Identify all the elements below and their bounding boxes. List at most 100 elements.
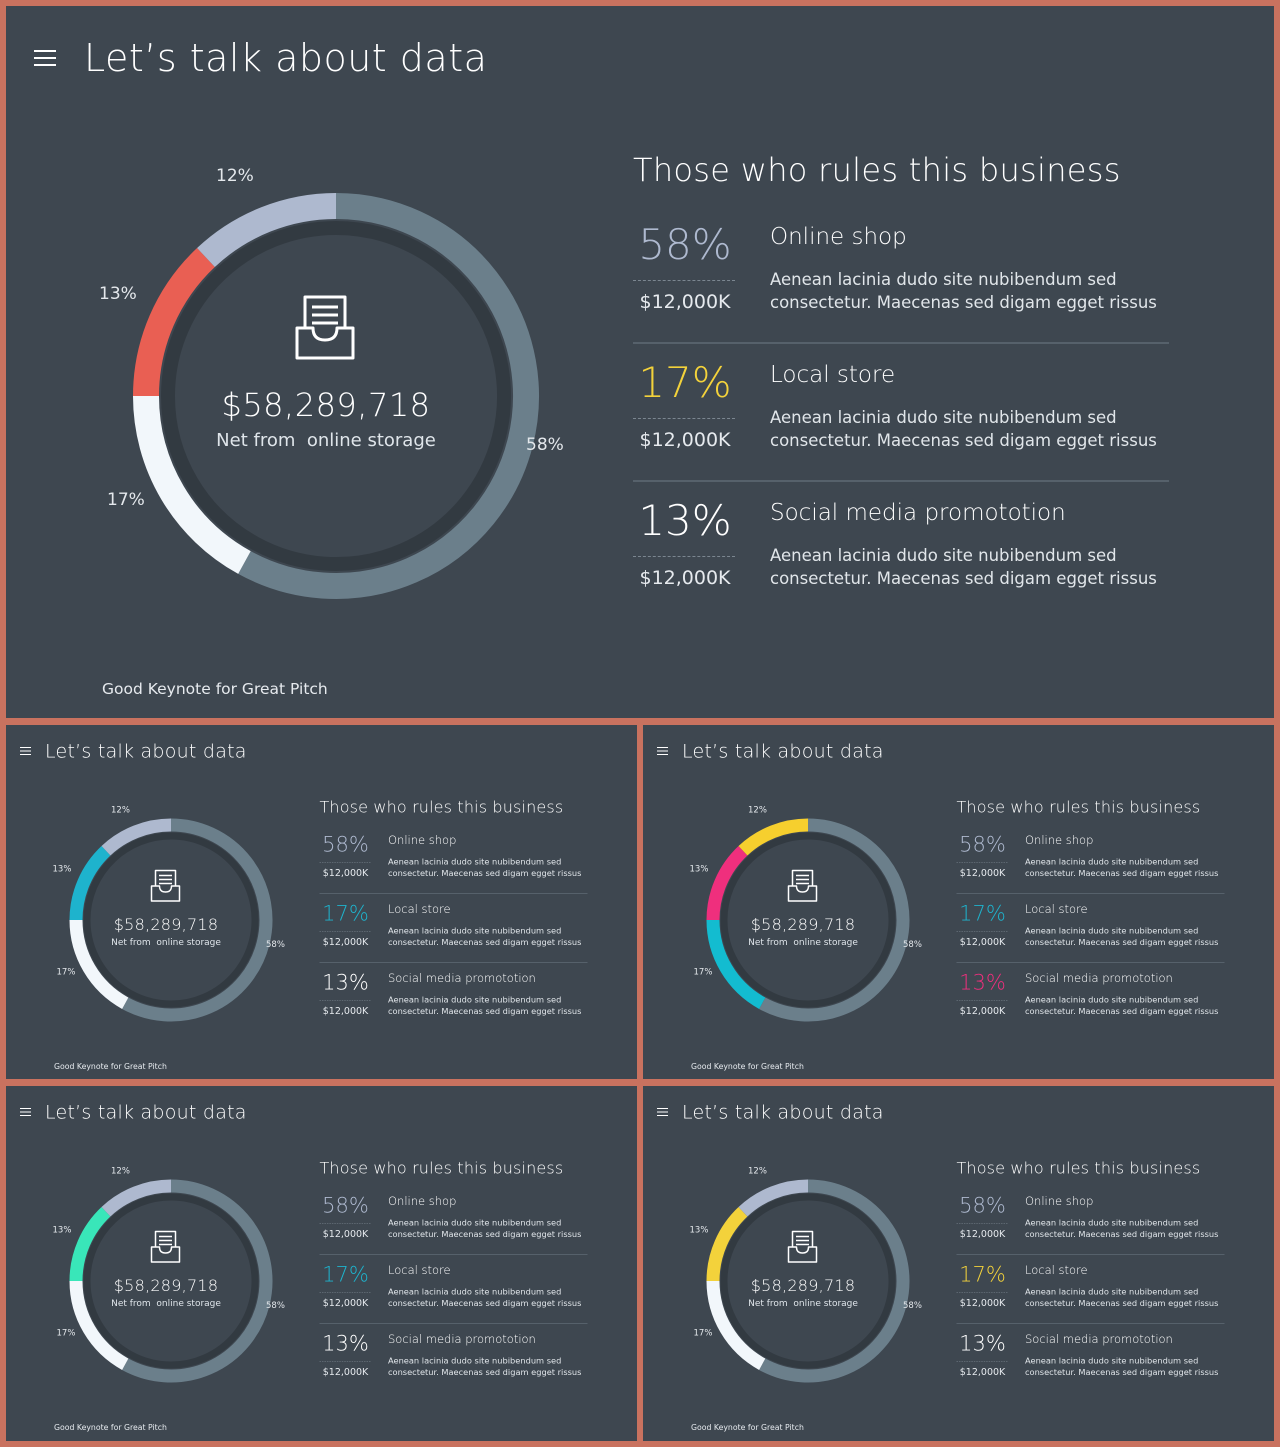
slide-main: Let’s talk about data $58,289,718 Net fr…: [6, 6, 1274, 718]
donut-slice-17%: [706, 919, 766, 1009]
donut-slice-shade: [83, 1217, 116, 1282]
donut-slice-shade: [161, 268, 226, 397]
footer-text: Good Keynote for Great Pitch: [102, 680, 328, 698]
divider: [319, 893, 588, 894]
donut-slice-13%: [706, 846, 748, 921]
divider: [956, 1254, 1225, 1255]
item-description: Aenean lacinia dudo site nubibendum sed …: [770, 546, 1157, 588]
item-amount: $12,000K: [639, 291, 731, 313]
item-name: Social media promototion: [388, 972, 536, 985]
divider: [633, 280, 735, 281]
item-name: Online shop: [1025, 1195, 1094, 1208]
donut-label-58: 58%: [266, 1300, 285, 1311]
divider: [319, 962, 588, 963]
item-description: Aenean lacinia dudo site nubibendum sed …: [388, 857, 582, 878]
donut-label-58: 58%: [903, 1300, 922, 1311]
item-amount: $12,000K: [322, 936, 369, 948]
donut-slice-shade: [765, 832, 896, 1008]
footer-text: Good Keynote for Great Pitch: [691, 1062, 804, 1071]
divider: [956, 1223, 1008, 1224]
donut-label-17: 17%: [693, 1328, 713, 1338]
donut-slice-shade: [765, 1193, 896, 1369]
divider: [319, 1292, 371, 1293]
hamburger-menu-icon[interactable]: [657, 1106, 669, 1118]
section-title: Those who rules this business: [319, 797, 564, 817]
item-amount: $12,000K: [639, 429, 731, 451]
donut-label-13: 13%: [99, 284, 137, 304]
item-description: Aenean lacinia dudo site nubibendum sed …: [770, 270, 1157, 312]
donut-slice-58%: [122, 818, 273, 1022]
item-description: Aenean lacinia dudo site nubibendum sed …: [1025, 926, 1219, 947]
donut-svg: [69, 818, 273, 1022]
inbox-tray-icon: [150, 1230, 181, 1263]
hamburger-menu-icon[interactable]: [34, 46, 58, 70]
item-name: Local store: [388, 1264, 451, 1277]
item-description: Aenean lacinia dudo site nubibendum sed …: [388, 1356, 582, 1377]
donut-label-58: 58%: [903, 939, 922, 950]
section-title: Those who rules this business: [319, 1158, 564, 1178]
item-amount: $12,000K: [959, 936, 1006, 948]
donut-slice-shade: [720, 856, 753, 921]
item-amount: $12,000K: [959, 1366, 1006, 1378]
item-percent: 17%: [322, 901, 369, 926]
slide-title: Let’s talk about data: [84, 36, 488, 80]
donut-slice-shade: [720, 1217, 753, 1282]
center-value: $58,289,718: [113, 1276, 219, 1295]
item-amount: $12,000K: [322, 867, 369, 879]
list-item: 17% $12,000K Local store Aenean lacinia …: [319, 1256, 588, 1325]
donut-slice-17%: [69, 919, 129, 1009]
donut-label-13: 13%: [52, 1225, 72, 1235]
donut-slice-12%: [738, 818, 809, 856]
donut-slice-shade: [83, 856, 116, 921]
divider: [319, 1223, 371, 1224]
divider: [956, 1323, 1225, 1324]
slide-thumb-3: Let’s talk about data $58,289,718 Net fr…: [6, 1086, 637, 1441]
donut-label-12: 12%: [748, 1166, 767, 1176]
donut-slice-58%: [122, 1179, 273, 1383]
donut-slice-17%: [69, 1280, 129, 1370]
item-percent: 17%: [959, 1262, 1006, 1287]
item-name: Online shop: [770, 224, 907, 250]
hamburger-menu-icon[interactable]: [20, 745, 32, 757]
donut-slice-58%: [238, 193, 539, 599]
center-label: Net from online storage: [748, 1298, 858, 1309]
slide-title: Let’s talk about data: [45, 1101, 247, 1123]
divider: [956, 1000, 1008, 1001]
item-description: Aenean lacinia dudo site nubibendum sed …: [770, 408, 1157, 450]
item-name: Social media promototion: [770, 500, 1066, 526]
hamburger-menu-icon[interactable]: [657, 745, 669, 757]
donut-slice-shade: [83, 1280, 133, 1358]
donut-label-58: 58%: [266, 939, 285, 950]
center-label: Net from online storage: [216, 430, 436, 451]
item-amount: $12,000K: [639, 567, 731, 589]
item-description: Aenean lacinia dudo site nubibendum sed …: [1025, 1287, 1219, 1308]
divider: [633, 480, 1169, 482]
slide-thumb-2: Let’s talk about data $58,289,718 Net fr…: [643, 725, 1274, 1079]
item-amount: $12,000K: [959, 867, 1006, 879]
divider: [319, 1323, 588, 1324]
donut-slice-shade: [111, 1193, 172, 1223]
donut-svg: [706, 1179, 910, 1383]
item-name: Social media promototion: [1025, 1333, 1173, 1346]
item-description: Aenean lacinia dudo site nubibendum sed …: [388, 926, 582, 947]
divider: [633, 342, 1169, 344]
item-percent: 13%: [322, 970, 369, 995]
donut-svg: [69, 1179, 273, 1383]
item-description: Aenean lacinia dudo site nubibendum sed …: [1025, 857, 1219, 878]
inbox-tray-icon: [150, 869, 181, 902]
section-title: Those who rules this business: [956, 1158, 1201, 1178]
hamburger-menu-icon[interactable]: [20, 1106, 32, 1118]
divider: [956, 962, 1225, 963]
divider: [319, 862, 371, 863]
footer-text: Good Keynote for Great Pitch: [54, 1062, 167, 1071]
donut-chart: [46, 1161, 286, 1401]
list-item: 13% $12,000K Social media promototion Ae…: [956, 1325, 1225, 1394]
item-percent: 17%: [959, 901, 1006, 926]
section-title: Those who rules this business: [633, 151, 1121, 189]
slide-title: Let’s talk about data: [45, 740, 247, 762]
center-value: $58,289,718: [113, 915, 219, 934]
donut-chart: [86, 156, 566, 636]
divider: [956, 1292, 1008, 1293]
list-item: 17% $12,000K Local store Aenean lacinia …: [956, 1256, 1225, 1325]
donut-slice-12%: [101, 1179, 172, 1217]
